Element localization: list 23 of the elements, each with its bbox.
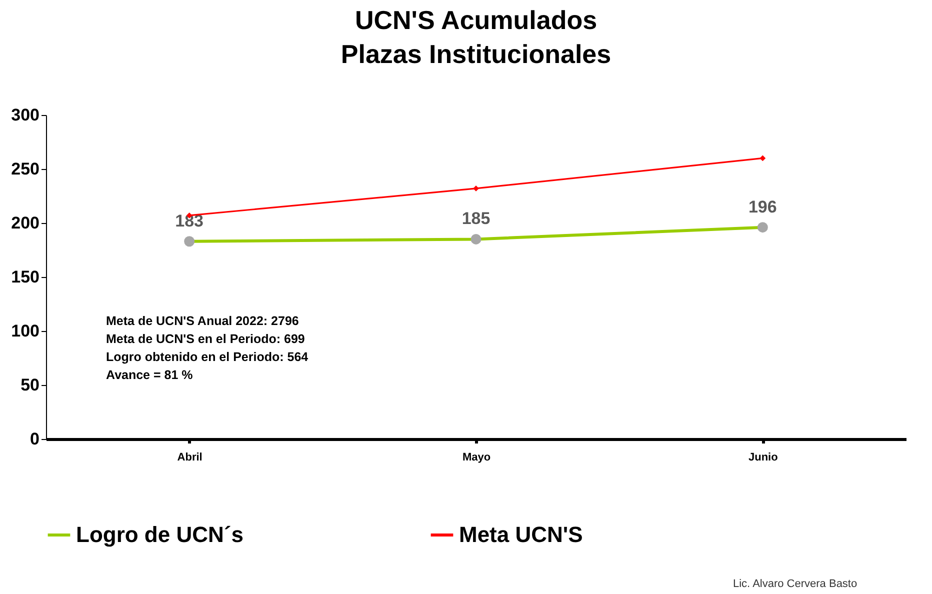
point <box>760 155 766 162</box>
annotation: Meta de UCN'S Anual 2022: 2796 <box>106 314 299 328</box>
y-tick-label: 0 <box>30 430 40 448</box>
y-tick-label: 200 <box>11 214 40 232</box>
data-label: 185 <box>462 209 490 228</box>
text: Lic. Alvaro Cervera Basto <box>733 578 858 590</box>
legend-label: Logro de UCN´s <box>76 522 244 547</box>
x-tick-label: Mayo <box>462 452 491 464</box>
chart-title: UCN'S Acumulados <box>354 5 598 35</box>
y-tick-label: 250 <box>11 160 40 178</box>
data-label: 196 <box>748 197 777 216</box>
chart-subtitle: Plazas Institucionales <box>340 39 612 69</box>
y-tick-label: 50 <box>20 376 40 394</box>
annotation: Avance = 81 % <box>106 368 193 382</box>
annotation: Logro obtenido en el Periodo: 564 <box>106 350 308 364</box>
legend-label: Meta UCN'S <box>459 522 583 547</box>
point <box>473 185 479 192</box>
y-tick-label: 300 <box>11 106 40 124</box>
y-tick-label: 150 <box>11 268 40 286</box>
x-tick-label: Abril <box>177 452 202 464</box>
x-tick-label: Junio <box>748 452 778 464</box>
annotation: Meta de UCN'S en el Periodo: 699 <box>106 332 305 346</box>
y-tick-label: 100 <box>11 322 40 340</box>
